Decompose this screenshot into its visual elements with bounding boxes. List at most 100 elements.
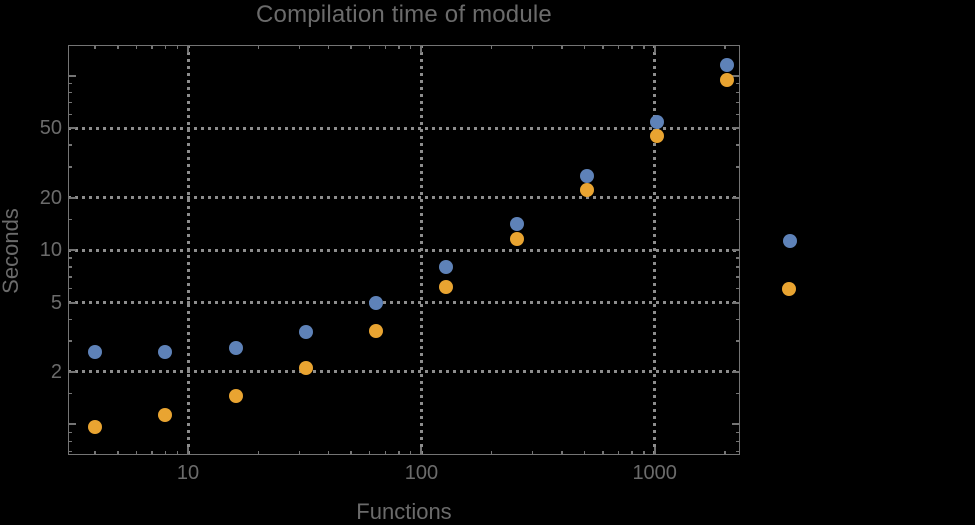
x-tick-mark xyxy=(350,45,352,49)
y-tick-mark xyxy=(736,113,740,116)
x-tick-mark xyxy=(602,45,604,49)
y-tick-mark xyxy=(68,101,72,104)
y-tick-mark xyxy=(68,392,72,395)
data-point-series-2 xyxy=(720,72,735,87)
x-tick-mark xyxy=(561,45,563,49)
x-tick-mark xyxy=(176,451,179,455)
x-tick-mark xyxy=(135,45,137,49)
x-tick-mark xyxy=(409,451,412,455)
gridline-horizontal xyxy=(68,301,740,304)
x-tick-mark xyxy=(490,451,493,455)
data-point-series-1 xyxy=(298,324,313,339)
y-tick-mark xyxy=(736,318,740,321)
y-tick-mark xyxy=(68,266,72,268)
data-point-series-2 xyxy=(579,183,594,198)
x-tick-mark xyxy=(631,45,633,49)
y-tick-label: 20 xyxy=(39,186,62,209)
y-tick-mark xyxy=(68,166,72,168)
y-tick-mark xyxy=(68,450,72,453)
x-tick-label: 1000 xyxy=(632,462,677,484)
x-tick-mark xyxy=(187,45,189,53)
y-tick-mark xyxy=(68,431,72,434)
x-tick-mark xyxy=(602,451,604,455)
y-tick-mark xyxy=(68,287,72,290)
data-point-series-2 xyxy=(369,323,384,338)
x-tick-mark xyxy=(117,45,119,49)
data-point-series-1 xyxy=(579,169,594,183)
y-tick-label: 50 xyxy=(39,117,62,140)
y-tick-mark xyxy=(732,74,740,77)
data-point-series-2 xyxy=(439,280,454,295)
x-tick-mark xyxy=(368,451,371,455)
y-tick-label: 5 xyxy=(50,291,62,314)
y-tick-mark xyxy=(736,392,740,395)
x-tick-mark xyxy=(94,45,96,49)
x-tick-mark xyxy=(583,45,586,49)
legend-marker-series-2 xyxy=(782,282,796,296)
y-tick-mark xyxy=(736,266,740,268)
x-tick-mark xyxy=(531,45,534,49)
x-tick-mark xyxy=(420,447,423,455)
y-tick-mark xyxy=(736,276,740,278)
y-tick-mark xyxy=(732,196,740,199)
x-tick-mark xyxy=(420,45,423,53)
data-point-series-2 xyxy=(650,129,665,144)
x-tick-label: 10 xyxy=(176,462,200,484)
x-tick-mark xyxy=(135,451,137,455)
x-tick-mark xyxy=(398,451,400,455)
data-point-series-1 xyxy=(720,57,735,72)
y-tick-mark xyxy=(736,144,740,146)
chart-title: Compilation time of module xyxy=(255,1,552,28)
y-tick-mark xyxy=(736,257,740,259)
gridline-horizontal xyxy=(68,126,740,130)
data-point-series-1 xyxy=(369,296,384,311)
x-tick-mark xyxy=(643,451,645,455)
y-tick-mark xyxy=(736,440,740,442)
y-tick-mark xyxy=(68,218,72,221)
y-tick-mark xyxy=(68,127,76,130)
x-tick-mark xyxy=(187,447,189,455)
x-tick-mark xyxy=(298,451,301,455)
x-tick-mark xyxy=(257,45,259,49)
x-tick-mark xyxy=(643,45,645,49)
y-tick-mark xyxy=(736,450,740,453)
y-tick-mark xyxy=(68,257,72,259)
y-tick-mark xyxy=(736,91,740,94)
y-tick-mark xyxy=(736,218,740,221)
gridline-horizontal xyxy=(68,370,740,374)
y-tick-mark xyxy=(736,340,740,342)
y-tick-mark xyxy=(68,113,72,116)
data-point-series-2 xyxy=(509,232,524,247)
y-tick-mark xyxy=(68,440,72,442)
y-tick-mark xyxy=(68,144,72,146)
data-point-series-2 xyxy=(88,419,103,434)
data-point-series-1 xyxy=(650,115,665,130)
x-tick-mark xyxy=(327,45,330,49)
gridline-horizontal xyxy=(68,196,740,199)
x-tick-mark xyxy=(384,45,386,49)
data-point-series-1 xyxy=(228,340,243,355)
y-tick-mark xyxy=(68,82,72,85)
x-tick-mark xyxy=(583,451,586,455)
x-tick-mark xyxy=(384,451,386,455)
data-point-series-1 xyxy=(509,217,524,231)
data-point-series-1 xyxy=(439,259,454,274)
y-tick-mark xyxy=(68,249,76,251)
x-tick-mark xyxy=(724,451,726,455)
y-tick-mark xyxy=(732,423,740,426)
x-tick-mark xyxy=(368,45,371,49)
x-tick-mark xyxy=(653,447,656,455)
x-tick-mark xyxy=(617,451,620,455)
x-tick-mark xyxy=(561,451,563,455)
y-tick-mark xyxy=(732,370,740,373)
x-tick-mark xyxy=(724,45,726,49)
x-tick-mark xyxy=(617,45,620,49)
gridline-horizontal xyxy=(68,248,740,252)
y-tick-mark xyxy=(736,287,740,290)
x-tick-mark xyxy=(631,451,633,455)
x-tick-mark xyxy=(257,451,259,455)
y-tick-mark xyxy=(68,318,72,321)
x-tick-mark xyxy=(350,451,352,455)
x-tick-label: 100 xyxy=(404,462,439,484)
x-tick-mark xyxy=(409,45,412,49)
